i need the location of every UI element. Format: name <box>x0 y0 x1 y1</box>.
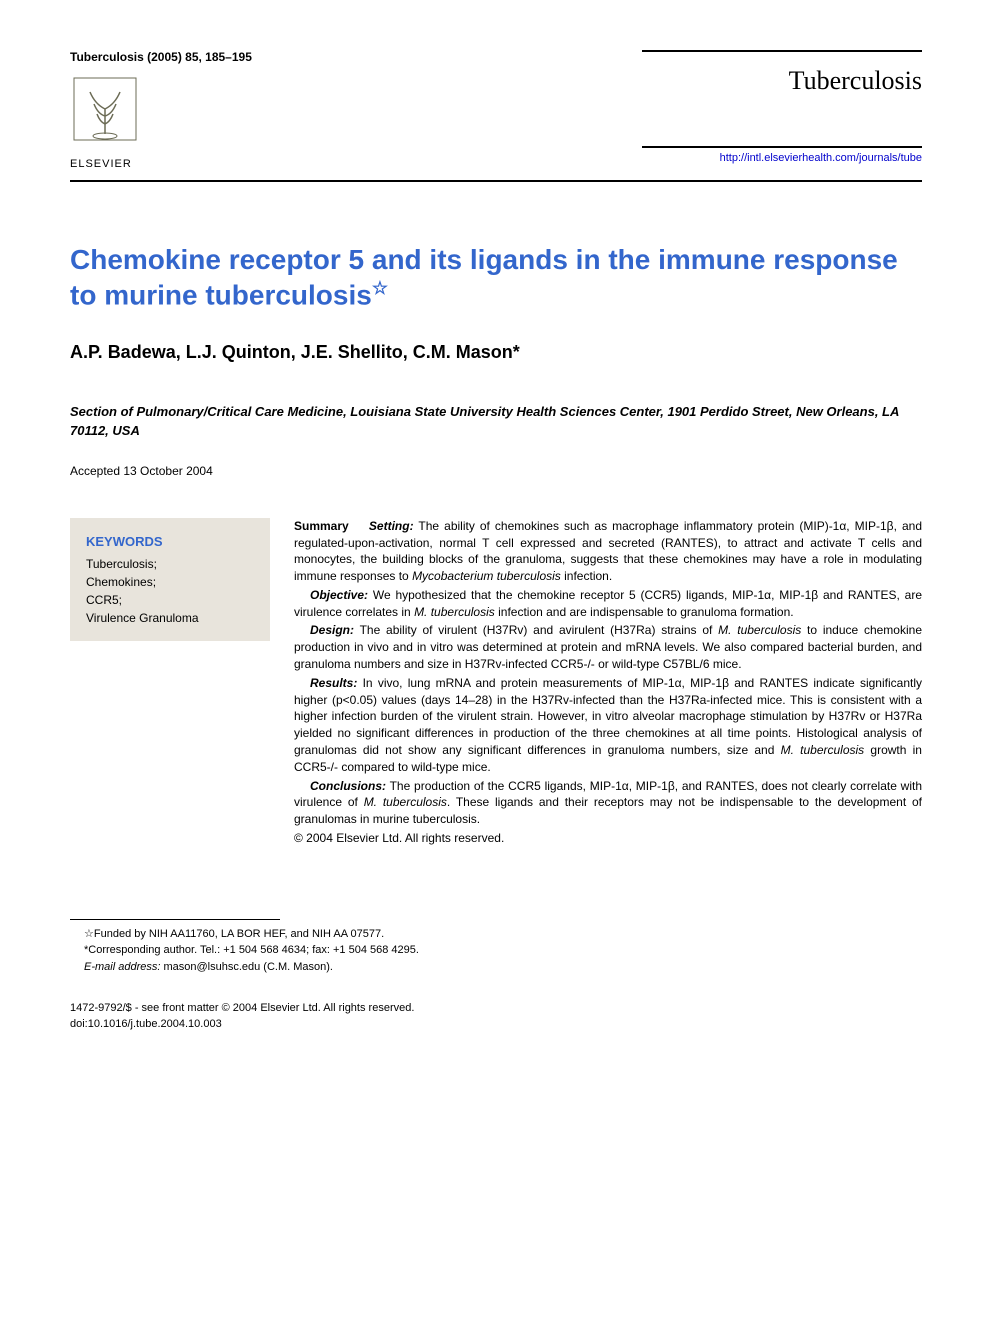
summary-label: Summary <box>294 519 349 533</box>
keywords-heading: KEYWORDS <box>86 532 254 552</box>
setting-tail: infection. <box>561 569 612 583</box>
keyword-item: CCR5; <box>86 591 254 609</box>
abstract-results: Results: In vivo, lung mRNA and protein … <box>294 675 922 776</box>
citation: Tuberculosis (2005) 85, 185–195 <box>70 50 252 64</box>
keyword-item: Tuberculosis; <box>86 555 254 573</box>
elsevier-logo-wrap: ELSEVIER <box>70 74 140 170</box>
funding-text: Funded by NIH AA11760, LA BOR HEF, and N… <box>94 928 384 940</box>
setting-label: Setting: <box>369 519 414 533</box>
keyword-item: Chemokines; <box>86 573 254 591</box>
authors: A.P. Badewa, L.J. Quinton, J.E. Shellito… <box>70 342 922 363</box>
funding-marker: ☆ <box>84 928 94 940</box>
setting-ital: Mycobacterium tuberculosis <box>412 569 561 583</box>
design-ital: M. tuberculosis <box>718 623 801 637</box>
footnote-email: E-mail address: mason@lsuhsc.edu (C.M. M… <box>70 959 922 976</box>
design-text: The ability of virulent (H37Rv) and avir… <box>354 623 718 637</box>
header-left: Tuberculosis (2005) 85, 185–195 ELSEVIER <box>70 50 252 170</box>
publisher-name: ELSEVIER <box>70 158 140 170</box>
results-label: Results: <box>310 676 357 690</box>
accepted-date: Accepted 13 October 2004 <box>70 464 922 478</box>
footnotes-rule <box>70 919 280 920</box>
horizontal-rule <box>70 180 922 182</box>
objective-ital: M. tuberculosis <box>414 605 495 619</box>
design-label: Design: <box>310 623 354 637</box>
footnotes: ☆Funded by NIH AA11760, LA BOR HEF, and … <box>70 926 922 976</box>
abstract-objective: Objective: We hypothesized that the chem… <box>294 587 922 621</box>
journal-rule-top <box>642 50 922 52</box>
doi-line: doi:10.1016/j.tube.2004.10.003 <box>70 1017 922 1032</box>
objective-label: Objective: <box>310 588 368 602</box>
conclusions-label: Conclusions: <box>310 779 386 793</box>
keyword-item: Virulence Granuloma <box>86 609 254 627</box>
keywords-box: KEYWORDS Tuberculosis; Chemokines; CCR5;… <box>70 518 270 642</box>
email-text: mason@lsuhsc.edu (C.M. Mason). <box>160 961 333 973</box>
publisher-logo-block: ELSEVIER <box>70 74 252 170</box>
abstract: Summary Setting: The ability of chemokin… <box>294 518 922 849</box>
journal-url[interactable]: http://intl.elsevierhealth.com/journals/… <box>642 152 922 164</box>
abstract-conclusions: Conclusions: The production of the CCR5 … <box>294 778 922 828</box>
results-ital: M. tuberculosis <box>781 743 865 757</box>
abstract-setting: Summary Setting: The ability of chemokin… <box>294 518 922 585</box>
footnote-corresponding: *Corresponding author. Tel.: +1 504 568 … <box>70 942 922 959</box>
title-text: Chemokine receptor 5 and its ligands in … <box>70 244 898 310</box>
journal-name: Tuberculosis <box>642 66 922 96</box>
issn-line: 1472-9792/$ - see front matter © 2004 El… <box>70 1001 922 1016</box>
footnote-funding: ☆Funded by NIH AA11760, LA BOR HEF, and … <box>70 926 922 943</box>
affiliation: Section of Pulmonary/Critical Care Medic… <box>70 403 922 439</box>
email-label: E-mail address: <box>84 961 160 973</box>
conclusions-ital: M. tuberculosis <box>364 795 447 809</box>
objective-tail: infection and are indispensable to granu… <box>495 605 794 619</box>
elsevier-tree-icon <box>70 74 140 154</box>
abstract-design: Design: The ability of virulent (H37Rv) … <box>294 622 922 672</box>
journal-url-link[interactable]: http://intl.elsevierhealth.com/journals/… <box>720 152 922 164</box>
abstract-copyright: © 2004 Elsevier Ltd. All rights reserved… <box>294 830 922 847</box>
bottom-info: 1472-9792/$ - see front matter © 2004 El… <box>70 1001 922 1032</box>
journal-rule-bottom <box>642 146 922 148</box>
content-row: KEYWORDS Tuberculosis; Chemokines; CCR5;… <box>70 518 922 849</box>
title-footnote-marker: ☆ <box>372 278 388 298</box>
corresponding-text: Corresponding author. Tel.: +1 504 568 4… <box>88 944 419 956</box>
journal-block: Tuberculosis http://intl.elsevierhealth.… <box>642 50 922 164</box>
article-title: Chemokine receptor 5 and its ligands in … <box>70 242 922 312</box>
header-row: Tuberculosis (2005) 85, 185–195 ELSEVIER… <box>70 50 922 170</box>
